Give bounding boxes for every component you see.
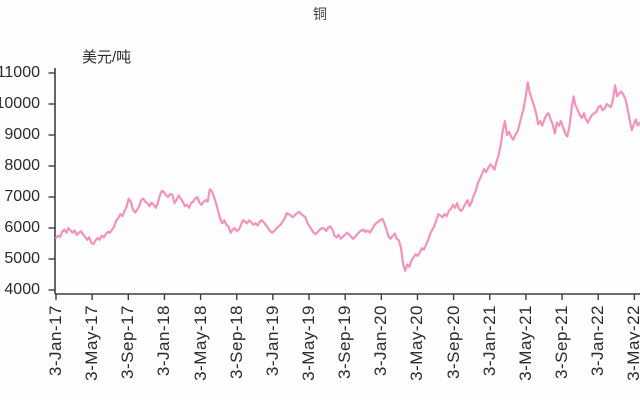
y-tick-label: 9000: [4, 126, 40, 143]
y-tick-label: 5000: [4, 250, 40, 267]
price-line-group: [54, 81, 640, 272]
x-tick-label: 3-Sep-17: [118, 305, 138, 379]
y-tick-label: 8000: [4, 157, 40, 174]
x-tick-label: 3-Jan-18: [154, 305, 174, 377]
y-tick-label: 7000: [4, 188, 40, 205]
price-line: [54, 81, 640, 272]
x-tick-label: 3-Jan-19: [262, 305, 282, 377]
axes: [48, 68, 640, 300]
x-tick-label: 3-Sep-20: [443, 305, 463, 379]
y-tick-label: 11000: [0, 64, 40, 81]
x-tick-label: 3-May-18: [190, 305, 210, 381]
y-axis-unit-label: 美元/吨: [82, 49, 132, 66]
y-tick-label: 4000: [4, 281, 40, 298]
y-tick-label: 10000: [0, 95, 40, 112]
x-tick-label: 3-Sep-21: [552, 305, 572, 379]
x-tick-label: 3-Jan-20: [371, 305, 391, 377]
x-tick-label: 3-Sep-19: [335, 305, 355, 379]
chart-title: 铜: [313, 6, 327, 22]
x-tick-label: 3-Jan-22: [588, 305, 608, 377]
x-tick-label: 3-Jan-21: [479, 305, 499, 377]
x-tick-label: 3-May-17: [82, 305, 102, 381]
x-tick-label: 3-May-22: [624, 305, 640, 381]
x-tick-label: 3-May-20: [407, 305, 427, 381]
x-tick-label: 3-Sep-18: [226, 305, 246, 379]
x-tick-label: 3-May-19: [299, 305, 319, 381]
y-tick-label: 6000: [4, 219, 40, 236]
x-tick-label: 3-May-21: [515, 305, 535, 381]
x-tick-label: 3-Jan-17: [46, 305, 65, 377]
